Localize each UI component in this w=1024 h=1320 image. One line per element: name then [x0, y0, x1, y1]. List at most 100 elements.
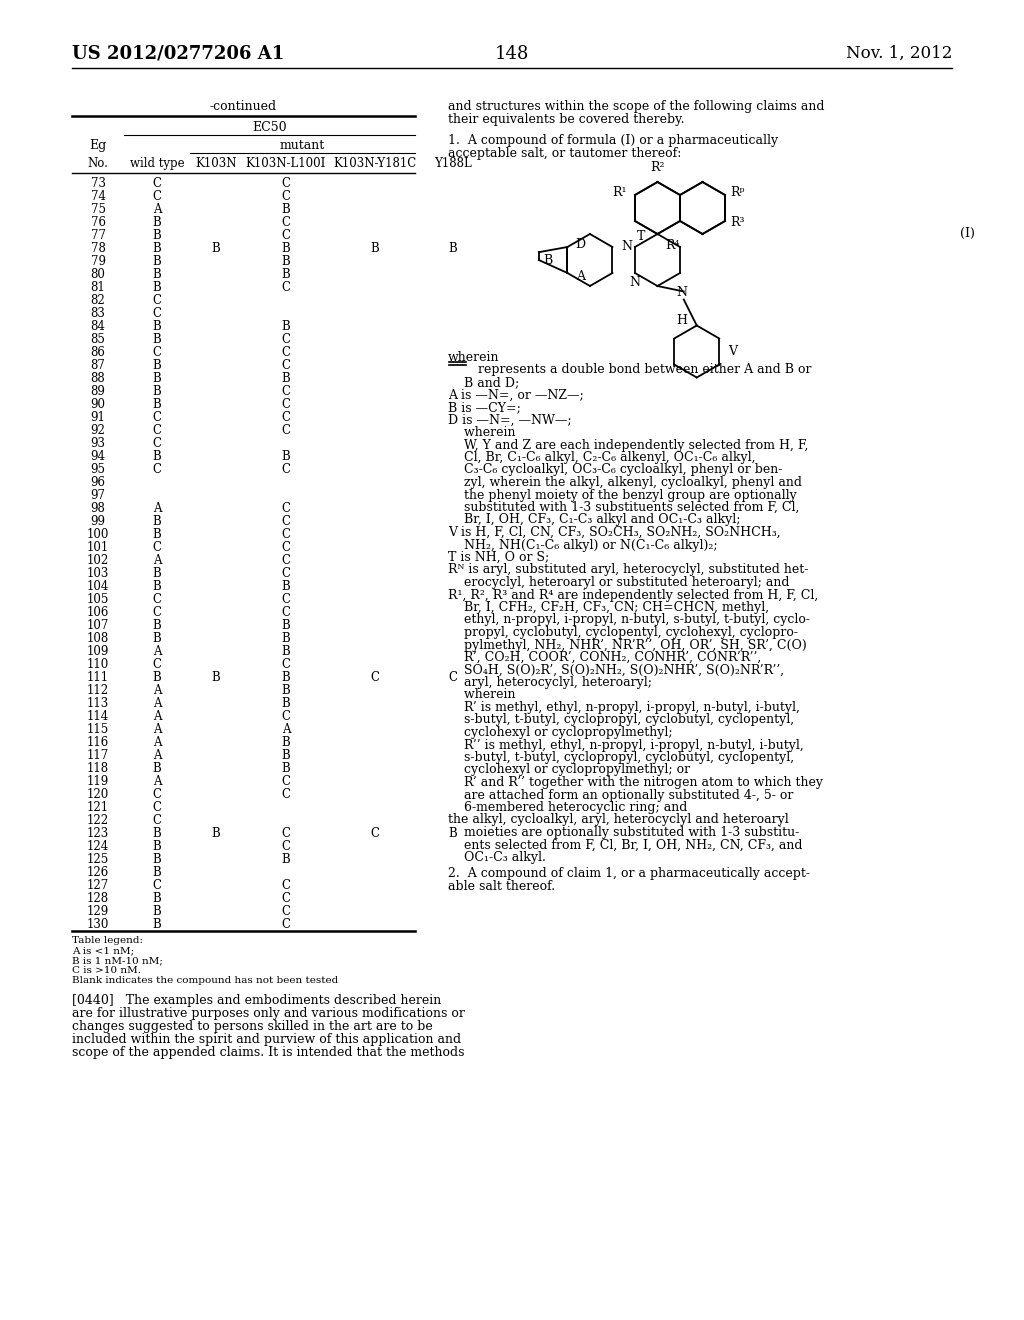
Text: D is —N=, —NW—;: D is —N=, —NW—; — [449, 413, 571, 426]
Text: B: B — [153, 450, 162, 463]
Text: C: C — [282, 593, 291, 606]
Text: C: C — [282, 840, 291, 853]
Text: K103N-L100I: K103N-L100I — [246, 157, 327, 170]
Text: C: C — [153, 463, 162, 477]
Text: C: C — [282, 828, 291, 840]
Text: Br, I, CFH₂, CF₂H, CF₃, CN; CH=CHCN, methyl,: Br, I, CFH₂, CF₂H, CF₃, CN; CH=CHCN, met… — [449, 601, 769, 614]
Text: 1.  A compound of formula (I) or a pharmaceutically: 1. A compound of formula (I) or a pharma… — [449, 135, 778, 147]
Text: B: B — [153, 359, 162, 372]
Text: R¹, R², R³ and R⁴ are independently selected from H, F, Cl,: R¹, R², R³ and R⁴ are independently sele… — [449, 589, 818, 602]
Text: 148: 148 — [495, 45, 529, 63]
Text: EC50: EC50 — [252, 121, 287, 135]
Text: Table legend:: Table legend: — [72, 936, 143, 945]
Text: 79: 79 — [90, 255, 105, 268]
Text: R³: R³ — [730, 216, 744, 230]
Text: 111: 111 — [87, 671, 110, 684]
Text: C: C — [282, 216, 291, 228]
Text: US 2012/0277206 A1: US 2012/0277206 A1 — [72, 45, 285, 63]
Text: B: B — [212, 671, 220, 684]
Text: OC₁-C₃ alkyl.: OC₁-C₃ alkyl. — [449, 851, 546, 865]
Text: A: A — [153, 684, 161, 697]
Text: C: C — [153, 190, 162, 203]
Text: B: B — [153, 216, 162, 228]
Text: B: B — [153, 671, 162, 684]
Text: T is NH, O or S;: T is NH, O or S; — [449, 550, 549, 564]
Text: C: C — [153, 308, 162, 319]
Text: cyclohexyl or cyclopropylmethyl; or: cyclohexyl or cyclopropylmethyl; or — [449, 763, 690, 776]
Text: 77: 77 — [90, 228, 105, 242]
Text: Rᴺ is aryl, substituted aryl, heterocyclyl, substituted het-: Rᴺ is aryl, substituted aryl, heterocycl… — [449, 564, 808, 577]
Text: B: B — [153, 281, 162, 294]
Text: B: B — [282, 268, 291, 281]
Text: C: C — [153, 424, 162, 437]
Text: C: C — [153, 177, 162, 190]
Text: B: B — [282, 632, 291, 645]
Text: C: C — [153, 411, 162, 424]
Text: B: B — [212, 242, 220, 255]
Text: B: B — [153, 255, 162, 268]
Text: 94: 94 — [90, 450, 105, 463]
Text: A: A — [153, 502, 161, 515]
Text: R’ is methyl, ethyl, n-propyl, i-propyl, n-butyl, i-butyl,: R’ is methyl, ethyl, n-propyl, i-propyl,… — [449, 701, 800, 714]
Text: 108: 108 — [87, 632, 110, 645]
Text: C: C — [282, 281, 291, 294]
Text: C: C — [282, 528, 291, 541]
Text: C: C — [282, 399, 291, 411]
Text: R’’ is methyl, ethyl, n-propyl, i-propyl, n-butyl, i-butyl,: R’’ is methyl, ethyl, n-propyl, i-propyl… — [449, 738, 804, 751]
Text: C: C — [282, 359, 291, 372]
Text: 74: 74 — [90, 190, 105, 203]
Text: C: C — [282, 502, 291, 515]
Text: mutant: mutant — [280, 139, 326, 152]
Text: C: C — [282, 424, 291, 437]
Text: N: N — [630, 276, 640, 289]
Text: C: C — [282, 879, 291, 892]
Text: B: B — [153, 632, 162, 645]
Text: 122: 122 — [87, 814, 110, 828]
Text: 82: 82 — [91, 294, 105, 308]
Text: V: V — [728, 345, 736, 358]
Text: 95: 95 — [90, 463, 105, 477]
Text: Br, I, OH, CF₃, C₁-C₃ alkyl and OC₁-C₃ alkyl;: Br, I, OH, CF₃, C₁-C₃ alkyl and OC₁-C₃ a… — [449, 513, 740, 527]
Text: Y188L: Y188L — [434, 157, 472, 170]
Text: N: N — [621, 240, 632, 253]
Text: C: C — [449, 671, 458, 684]
Text: A: A — [282, 723, 290, 737]
Text: R⁴: R⁴ — [666, 239, 680, 252]
Text: B: B — [282, 853, 291, 866]
Text: C: C — [282, 657, 291, 671]
Text: C: C — [153, 788, 162, 801]
Text: W, Y and Z are each independently selected from H, F,: W, Y and Z are each independently select… — [449, 438, 808, 451]
Text: A: A — [153, 710, 161, 723]
Text: C: C — [153, 801, 162, 814]
Text: cyclohexyl or cyclopropylmethyl;: cyclohexyl or cyclopropylmethyl; — [449, 726, 673, 739]
Text: C: C — [371, 828, 380, 840]
Text: 126: 126 — [87, 866, 110, 879]
Text: A is <1 nM;: A is <1 nM; — [72, 946, 134, 954]
Text: 78: 78 — [90, 242, 105, 255]
Text: 2.  A compound of claim 1, or a pharmaceutically accept-: 2. A compound of claim 1, or a pharmaceu… — [449, 867, 810, 880]
Text: B: B — [282, 748, 291, 762]
Text: B: B — [153, 568, 162, 579]
Text: s-butyl, t-butyl, cyclopropyl, cyclobutyl, cyclopentyl,: s-butyl, t-butyl, cyclopropyl, cyclobuty… — [449, 751, 795, 764]
Text: C: C — [153, 606, 162, 619]
Text: A: A — [153, 645, 161, 657]
Text: Rᵖ: Rᵖ — [730, 186, 744, 199]
Text: 109: 109 — [87, 645, 110, 657]
Text: C: C — [153, 814, 162, 828]
Text: B: B — [282, 619, 291, 632]
Text: (I): (I) — [961, 227, 975, 240]
Text: A is —N=, or —NZ—;: A is —N=, or —NZ—; — [449, 388, 584, 401]
Text: C: C — [282, 917, 291, 931]
Text: wherein: wherein — [449, 689, 515, 701]
Text: R²: R² — [650, 161, 665, 174]
Text: C: C — [282, 906, 291, 917]
Text: zyl, wherein the alkyl, alkenyl, cycloalkyl, phenyl and: zyl, wherein the alkyl, alkenyl, cycloal… — [449, 477, 802, 488]
Text: ents selected from F, Cl, Br, I, OH, NH₂, CN, CF₃, and: ents selected from F, Cl, Br, I, OH, NH₂… — [449, 838, 803, 851]
Text: 127: 127 — [87, 879, 110, 892]
Text: C: C — [282, 892, 291, 906]
Text: C: C — [153, 657, 162, 671]
Text: 98: 98 — [90, 502, 105, 515]
Text: R’, CO₂H, COOR’, CONH₂, CONHR’, CONR’R’’,: R’, CO₂H, COOR’, CONH₂, CONHR’, CONR’R’’… — [449, 651, 761, 664]
Text: D: D — [574, 238, 585, 251]
Text: C: C — [153, 346, 162, 359]
